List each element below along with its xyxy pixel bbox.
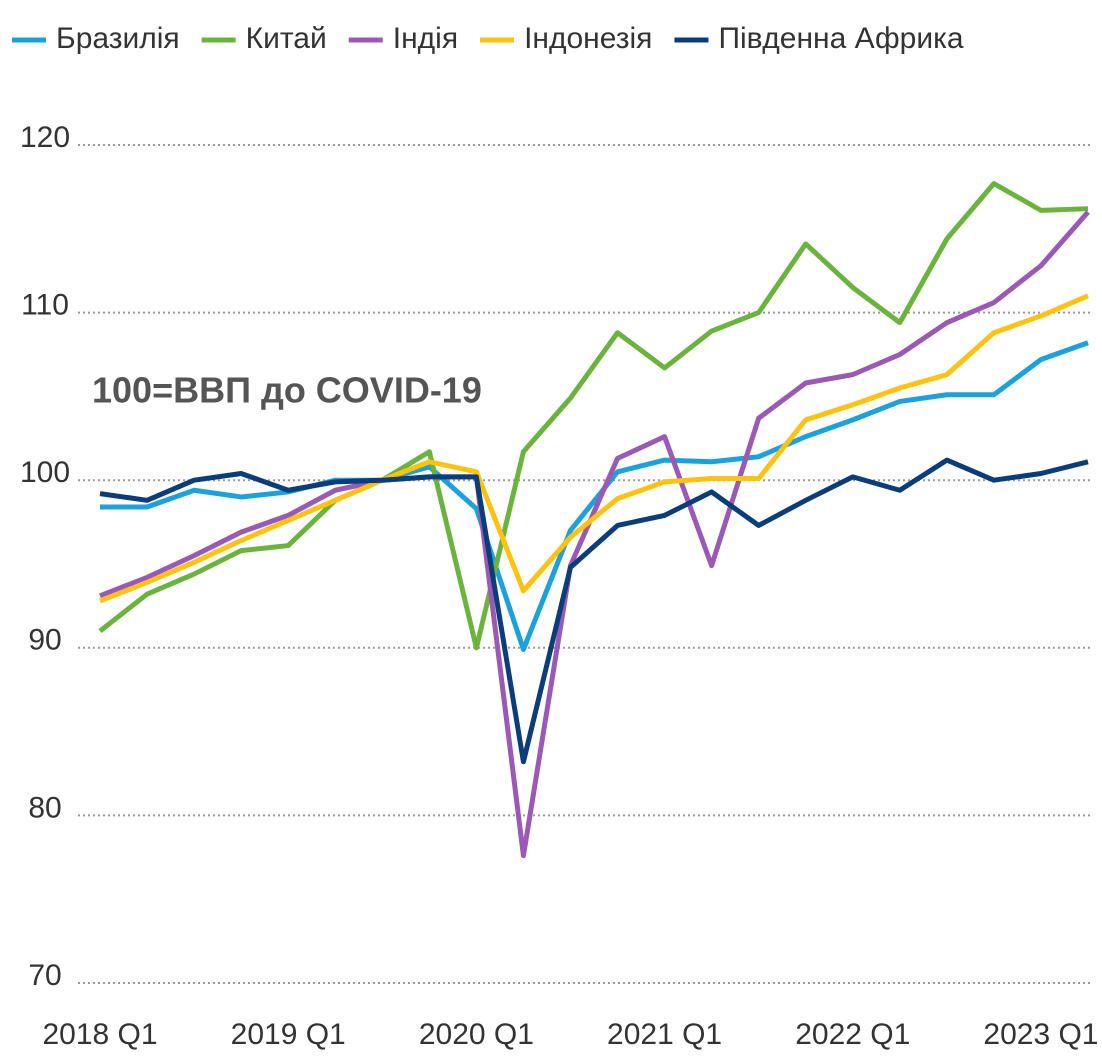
x-tick-label: 2021 Q1 bbox=[607, 1018, 722, 1051]
y-tick-label: 110 bbox=[21, 289, 69, 322]
series-line bbox=[99, 457, 1089, 765]
x-tick-label: 2022 Q1 bbox=[795, 1018, 910, 1051]
legend-item: Китай bbox=[201, 22, 327, 55]
x-tick-label: 2019 Q1 bbox=[231, 1018, 346, 1051]
legend-item: Південна Африка bbox=[674, 22, 964, 55]
legend-item: Індія bbox=[348, 22, 458, 55]
y-tick-label: 100 bbox=[20, 456, 70, 489]
y-tick-label: 90 bbox=[28, 624, 61, 657]
series-line bbox=[99, 210, 1090, 859]
annotation: 100=ВВП до COVID-19 bbox=[92, 370, 482, 411]
series-line bbox=[98, 181, 1089, 651]
x-tick-label: 2020 Q1 bbox=[419, 1018, 534, 1051]
y-tick-label: 120 bbox=[20, 121, 70, 154]
legend-label: Південна Африка bbox=[718, 22, 963, 55]
legend-item: Бразилія bbox=[12, 22, 180, 55]
y-tick-label: 70 bbox=[28, 959, 61, 992]
legend-label: Бразилія bbox=[56, 22, 180, 55]
legend-label: Індонезія bbox=[524, 22, 652, 55]
y-tick-label: 80 bbox=[28, 791, 61, 824]
legend-label: Індія bbox=[393, 22, 458, 55]
legend-label: Китай bbox=[246, 22, 327, 55]
x-tick-label: 2018 Q1 bbox=[42, 1018, 157, 1051]
series-line bbox=[100, 340, 1089, 652]
legend-item: Індонезія bbox=[480, 22, 652, 55]
series-line bbox=[99, 293, 1089, 604]
x-tick-label: 2023 Q1 bbox=[983, 1018, 1098, 1051]
